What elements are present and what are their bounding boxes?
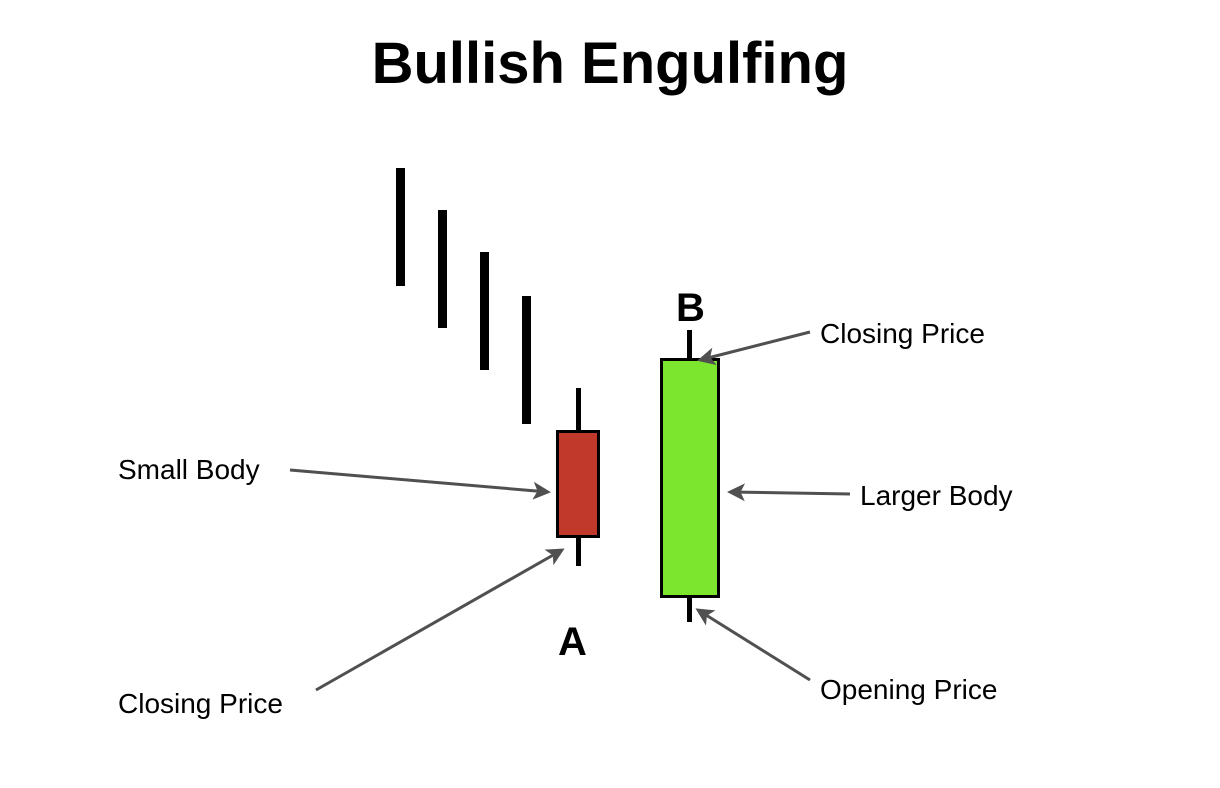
arrow-closing-price-b	[700, 332, 810, 360]
arrow-closing-price-a	[316, 550, 562, 690]
candle-b-lower-wick	[687, 598, 692, 622]
candle-b-upper-wick	[687, 330, 692, 358]
downtrend-bar-1	[396, 168, 405, 286]
arrow-larger-body	[730, 492, 850, 494]
candle-a-upper-wick	[576, 388, 581, 430]
candle-a-body	[556, 430, 600, 538]
candle-b-body	[660, 358, 720, 598]
arrow-small-body	[290, 470, 548, 492]
annotation-arrows	[0, 0, 1220, 788]
annot-opening-price-b: Opening Price	[820, 674, 997, 706]
candle-a-lower-wick	[576, 538, 581, 566]
downtrend-bar-2	[438, 210, 447, 328]
arrow-opening-price-b	[698, 610, 810, 680]
candle-a-label: A	[558, 620, 587, 665]
downtrend-bar-4	[522, 296, 531, 424]
annot-small-body: Small Body	[118, 454, 260, 486]
candle-b-label: B	[676, 286, 705, 331]
annot-larger-body: Larger Body	[860, 480, 1013, 512]
diagram-title: Bullish Engulfing	[0, 30, 1220, 97]
annot-closing-price-a: Closing Price	[118, 688, 283, 720]
annot-closing-price-b: Closing Price	[820, 318, 985, 350]
downtrend-bar-3	[480, 252, 489, 370]
